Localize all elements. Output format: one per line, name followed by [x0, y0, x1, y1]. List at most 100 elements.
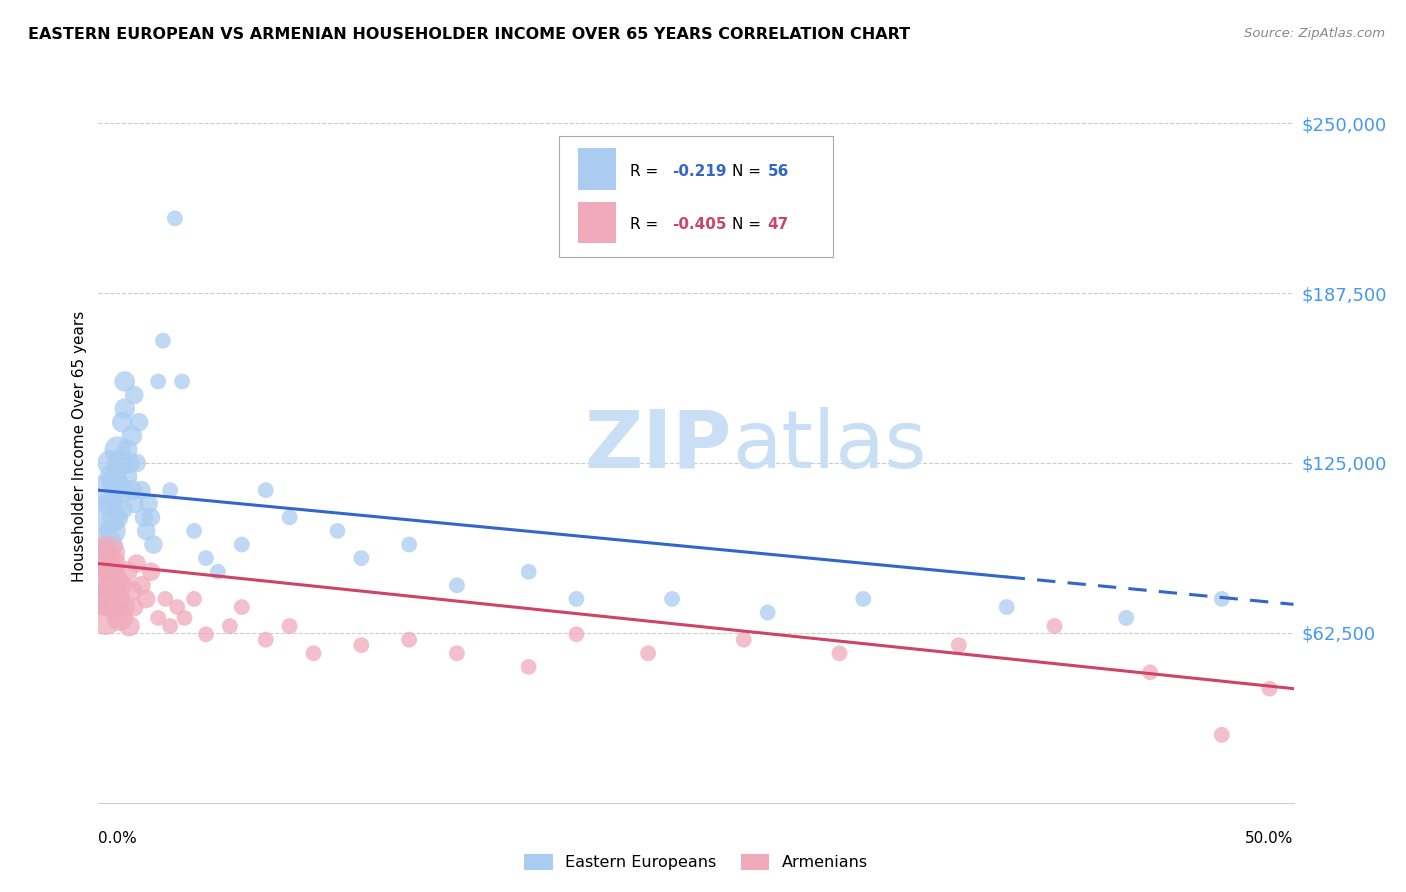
Point	[101, 557, 124, 571]
Point	[138, 497, 160, 511]
Point	[98, 565, 122, 579]
Text: 50.0%: 50.0%	[1246, 831, 1294, 847]
Point	[108, 456, 131, 470]
Point	[278, 619, 301, 633]
Point	[207, 565, 229, 579]
Point	[118, 456, 141, 470]
Point	[97, 546, 120, 560]
Point	[398, 537, 420, 551]
Point	[131, 578, 153, 592]
Point	[254, 632, 277, 647]
Point	[115, 469, 138, 483]
Point	[219, 619, 242, 633]
Point	[733, 632, 755, 647]
Point	[124, 388, 146, 402]
Point	[194, 627, 218, 641]
Text: EASTERN EUROPEAN VS ARMENIAN HOUSEHOLDER INCOME OVER 65 YEARS CORRELATION CHART: EASTERN EUROPEAN VS ARMENIAN HOUSEHOLDER…	[28, 27, 910, 42]
Point	[101, 469, 124, 483]
Point	[661, 591, 683, 606]
Point	[118, 619, 141, 633]
Point	[125, 456, 148, 470]
Point	[565, 627, 588, 641]
Point	[91, 578, 114, 592]
Point	[302, 646, 325, 660]
Point	[115, 442, 138, 457]
Text: 56: 56	[768, 163, 789, 178]
Text: R =: R =	[630, 218, 664, 232]
Point	[121, 429, 143, 443]
Point	[97, 573, 120, 587]
Point	[101, 524, 124, 538]
Point	[565, 591, 588, 606]
Text: 0.0%: 0.0%	[98, 831, 138, 847]
Point	[104, 573, 127, 587]
Point	[995, 600, 1018, 615]
Point	[828, 646, 851, 660]
Point	[148, 611, 170, 625]
Point	[350, 638, 373, 652]
Point	[446, 646, 468, 660]
Point	[517, 660, 540, 674]
Point	[97, 510, 120, 524]
Point	[128, 415, 150, 429]
Point	[254, 483, 277, 498]
Point	[121, 583, 143, 598]
Point	[398, 632, 420, 647]
Point	[194, 551, 218, 566]
FancyBboxPatch shape	[558, 136, 834, 257]
Y-axis label: Householder Income Over 65 years: Householder Income Over 65 years	[72, 310, 87, 582]
Point	[94, 591, 117, 606]
Point	[111, 502, 134, 516]
Point	[326, 524, 349, 538]
Point	[166, 600, 188, 615]
Point	[139, 510, 162, 524]
Point	[231, 537, 253, 551]
Point	[124, 600, 146, 615]
Point	[131, 483, 153, 498]
Text: Source: ZipAtlas.com: Source: ZipAtlas.com	[1244, 27, 1385, 40]
Point	[948, 638, 970, 652]
Point	[852, 591, 875, 606]
Text: atlas: atlas	[733, 407, 927, 485]
Text: R =: R =	[630, 163, 664, 178]
Point	[173, 611, 195, 625]
Point	[183, 524, 205, 538]
Point	[135, 591, 157, 606]
Point	[115, 565, 138, 579]
Point	[111, 415, 134, 429]
Point	[172, 375, 194, 389]
Point	[94, 611, 117, 625]
Point	[278, 510, 301, 524]
Point	[107, 591, 129, 606]
Point	[104, 600, 127, 615]
Point	[94, 537, 117, 551]
Text: 47: 47	[768, 218, 789, 232]
Point	[1115, 611, 1137, 625]
Point	[114, 375, 136, 389]
Text: N =: N =	[733, 218, 766, 232]
Point	[104, 510, 127, 524]
Point	[104, 475, 127, 489]
Point	[142, 537, 165, 551]
Point	[107, 442, 129, 457]
Point	[132, 510, 155, 524]
Point	[98, 497, 122, 511]
Point	[98, 583, 122, 598]
Text: -0.405: -0.405	[672, 218, 727, 232]
Point	[121, 483, 143, 498]
Point	[108, 483, 131, 498]
Point	[125, 557, 148, 571]
Point	[1211, 591, 1233, 606]
Point	[1258, 681, 1281, 696]
Text: N =: N =	[733, 163, 766, 178]
Legend: Eastern Europeans, Armenians: Eastern Europeans, Armenians	[517, 848, 875, 877]
Point	[159, 619, 181, 633]
FancyBboxPatch shape	[578, 202, 616, 244]
Point	[114, 600, 136, 615]
Point	[114, 401, 136, 416]
Point	[1139, 665, 1161, 680]
FancyBboxPatch shape	[578, 148, 616, 190]
Point	[231, 600, 253, 615]
Point	[148, 375, 170, 389]
Point	[446, 578, 468, 592]
